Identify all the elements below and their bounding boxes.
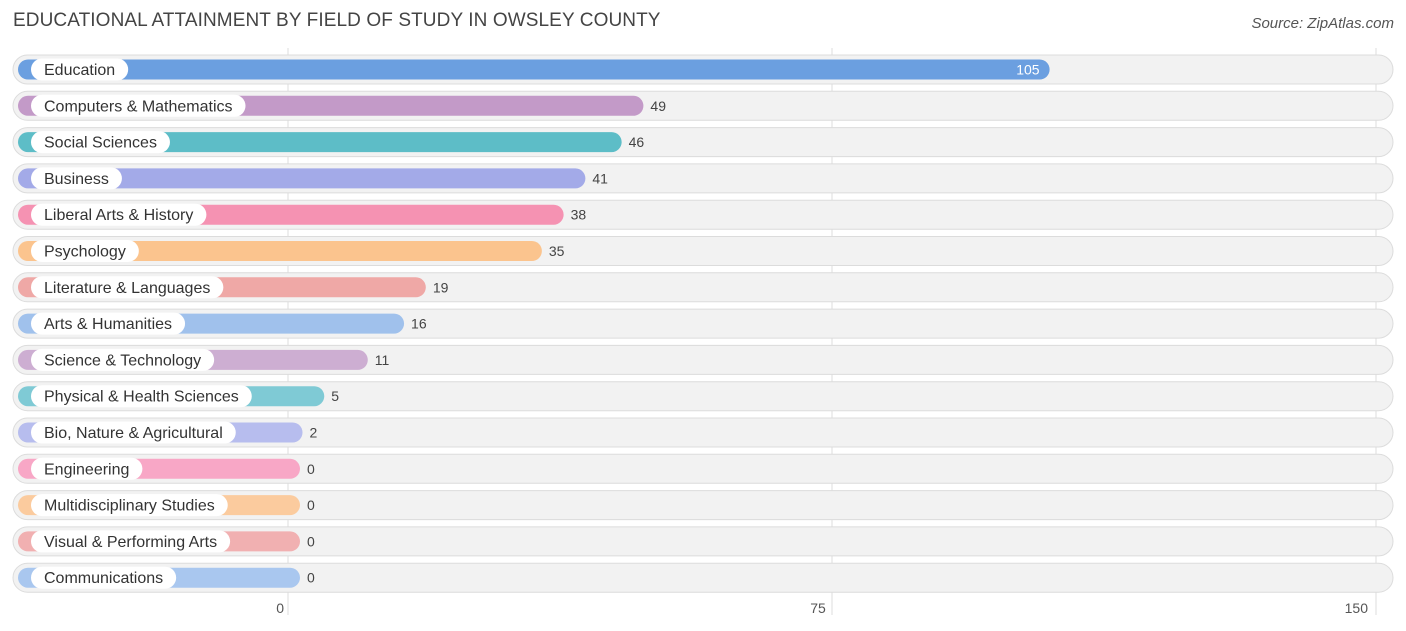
- bar-label: Computers & Mathematics: [44, 98, 233, 115]
- bar-value-label: 16: [411, 316, 427, 332]
- bar-track: [12, 453, 1394, 484]
- bar-track: [12, 526, 1394, 557]
- bar-label-pill: [31, 167, 122, 190]
- x-tick-label: 0: [276, 600, 284, 616]
- bar-label: Engineering: [44, 461, 129, 478]
- bar-value-label: 105: [1016, 62, 1040, 78]
- bar-value-label: 46: [629, 134, 645, 150]
- bar-value-label: 41: [592, 170, 608, 186]
- bar-label: Multidisciplinary Studies: [44, 498, 215, 515]
- bar-value-label: 35: [549, 243, 565, 259]
- bar-track: [12, 417, 1394, 448]
- bar-value-label: 0: [307, 533, 315, 549]
- bar-label: Liberal Arts & History: [44, 207, 193, 224]
- bar-value-label: 38: [571, 207, 587, 223]
- chart-title: EDUCATIONAL ATTAINMENT BY FIELD OF STUDY…: [13, 10, 661, 31]
- bar-value-label: 11: [375, 352, 390, 368]
- bar: [18, 241, 542, 261]
- bar-label-pill: [31, 240, 139, 262]
- bar: [18, 168, 586, 189]
- bar-label-pill: [31, 94, 246, 117]
- bar-label-pill: [31, 348, 215, 371]
- bar-track: [12, 562, 1394, 593]
- bar-label: Bio, Nature & Agricultural: [44, 425, 223, 442]
- bar-label-pill: [31, 312, 186, 335]
- bar-label: Science & Technology: [44, 352, 201, 369]
- bar-value-label: 5: [331, 388, 339, 404]
- bar-label: Education: [44, 62, 115, 79]
- bar-label: Communications: [44, 570, 163, 587]
- x-tick-label: 150: [1345, 600, 1369, 616]
- bar-label: Arts & Humanities: [44, 316, 172, 333]
- bar-value-label: 2: [310, 425, 318, 441]
- bar-label-pill: [31, 494, 228, 517]
- bar-label: Literature & Languages: [44, 280, 210, 297]
- bar-label-pill: [31, 58, 129, 81]
- bar-label-pill: [31, 203, 207, 226]
- x-tick-label: 75: [810, 600, 826, 616]
- bar-label-pill: [31, 530, 231, 553]
- bar-value-label: 0: [307, 570, 315, 586]
- bar-label: Psychology: [44, 244, 126, 261]
- bar-label: Social Sciences: [44, 135, 157, 152]
- bar-label-pill: [31, 566, 177, 589]
- bar-label-pill: [31, 131, 170, 154]
- bar-label: Visual & Performing Arts: [44, 534, 217, 551]
- chart-source: Source: ZipAtlas.com: [1251, 15, 1394, 32]
- bar-value-label: 19: [433, 279, 449, 295]
- bar-track: [12, 490, 1394, 521]
- bar: [18, 132, 622, 153]
- bar-track: [12, 381, 1394, 412]
- bar-label: Business: [44, 171, 109, 188]
- bar-label-pill: [31, 276, 224, 299]
- bar-label-pill: [31, 457, 143, 480]
- bar-label-pill: [31, 385, 252, 408]
- bar-value-label: 0: [307, 497, 315, 513]
- bar-value-label: 0: [307, 461, 315, 477]
- bar: [18, 59, 1050, 80]
- bar-value-label: 49: [650, 98, 666, 114]
- bar-label: Physical & Health Sciences: [44, 389, 239, 406]
- bar-label-pill: [31, 421, 236, 444]
